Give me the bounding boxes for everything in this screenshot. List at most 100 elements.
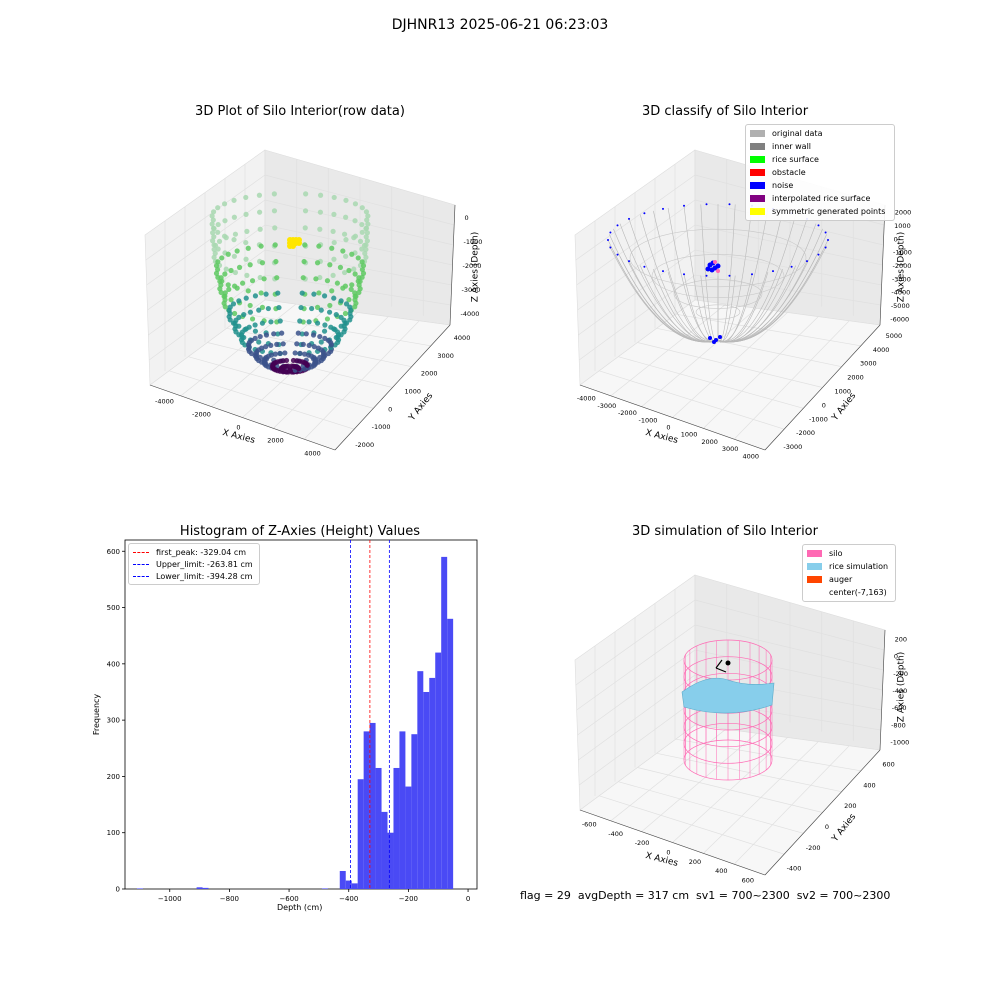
raw-data-point — [292, 350, 298, 356]
raw-data-point — [300, 275, 306, 281]
z-axis-line — [879, 629, 886, 751]
raw-data-point — [236, 264, 243, 270]
grid-line — [147, 224, 266, 311]
raw-data-point — [357, 238, 364, 244]
raw-data-point — [359, 229, 365, 235]
raw-data-point — [256, 192, 263, 198]
y-tick-label: 200 — [107, 773, 120, 781]
histogram-bar — [387, 832, 394, 889]
raw-data-point — [274, 341, 280, 347]
noise-cluster-point — [709, 267, 715, 273]
raw-3d-axes-box — [144, 149, 456, 451]
noise-point — [609, 246, 612, 249]
raw-data-point — [271, 208, 278, 214]
y-tick-label: 1000 — [405, 388, 422, 396]
raw-data-point — [363, 209, 370, 215]
legend-swatch — [807, 576, 822, 583]
y-tick-label: -1000 — [372, 423, 391, 431]
y-tick-label: 4000 — [454, 334, 471, 342]
histogram-legend-item: Lower_limit: -394.28 cm — [133, 570, 253, 582]
x-tick-label: −1000 — [158, 895, 182, 903]
classify-legend-item: rice surface — [746, 153, 894, 166]
legend-label: Lower_limit: -394.28 cm — [156, 571, 253, 581]
raw-data-point — [332, 342, 338, 348]
raw-data-point — [271, 191, 277, 197]
legend-swatch — [807, 563, 822, 570]
raw-data-point — [342, 283, 349, 289]
raw-data-point — [211, 246, 217, 253]
raw-data-point — [359, 205, 365, 211]
raw-data-point — [268, 352, 275, 358]
wireframe-meridian — [717, 210, 783, 342]
raw-data-point — [302, 242, 308, 248]
raw-data-point — [321, 293, 328, 299]
grid-line — [694, 224, 883, 266]
z-tick-label: -3000 — [462, 286, 481, 294]
raw-data-point — [353, 293, 359, 299]
figure-title: DJHNR13 2025-06-21 06:23:03 — [391, 17, 609, 33]
raw-data-point — [283, 357, 290, 364]
noise-point — [817, 253, 820, 256]
histogram-legend-item: first_peak: -329.04 cm — [133, 546, 253, 558]
raw-data-point — [213, 263, 220, 269]
raw-data-point — [324, 278, 331, 284]
raw-data-point — [301, 258, 307, 265]
simulation-zlabel: Z Axies (Depth) — [896, 651, 907, 723]
raw-data-point — [231, 214, 237, 220]
noise-point — [750, 273, 753, 276]
z-tick-label: -800 — [891, 721, 906, 729]
raw-data-point — [352, 218, 358, 224]
raw-data-point — [365, 213, 371, 219]
raw-data-point — [331, 256, 337, 262]
silo-ring — [683, 739, 773, 781]
silo-cylinder — [681, 639, 775, 781]
x-axis-line — [579, 809, 766, 876]
raw-data-point — [321, 328, 328, 334]
noise-point — [728, 274, 731, 277]
y-axis-line — [764, 749, 881, 876]
histogram-bar — [351, 883, 358, 889]
histogram-bar — [417, 671, 424, 889]
raw-data-point — [343, 214, 349, 220]
y-axis-line — [764, 324, 881, 451]
raw-data-point — [243, 211, 249, 217]
y-tick-label: 2000 — [847, 374, 864, 382]
raw-data-point — [327, 302, 333, 309]
noise-cluster-point — [715, 263, 721, 269]
classify-legend-item: symmetric generated points — [746, 205, 894, 218]
noise-point — [607, 239, 609, 241]
raw-data-point — [215, 229, 221, 235]
y-tick-label: 0 — [825, 823, 829, 831]
raw-data-point — [311, 291, 317, 297]
histogram-bar — [435, 652, 442, 889]
histogram-bar — [381, 811, 388, 889]
raw-data-point — [303, 331, 309, 337]
classify-legend-item: inner wall — [746, 140, 894, 153]
grid-line — [577, 649, 696, 736]
y-tick-label: 0 — [822, 401, 826, 409]
raw-data-point — [317, 333, 323, 340]
histogram-bar — [405, 786, 412, 889]
raw-data-point — [272, 225, 278, 231]
legend-line-swatch — [133, 575, 149, 577]
raw-data-point — [211, 234, 217, 240]
histogram-bar — [357, 779, 364, 889]
histogram-bar — [399, 731, 406, 889]
grid-line — [148, 249, 266, 336]
raw-data-point — [331, 194, 337, 201]
raw-plot-title: 3D Plot of Silo Interior(row data) — [195, 104, 405, 119]
wireframe-ring — [651, 254, 785, 298]
raw-data-point — [268, 319, 274, 325]
raw-data-point — [226, 286, 232, 292]
legend-label: auger — [829, 575, 853, 584]
raw-data-point — [271, 331, 277, 337]
raw-data-point — [231, 283, 238, 289]
histogram-chart: −1000 −800 −600 −400 −200 0 0 100 200 300 400 500 60… — [107, 539, 478, 903]
raw-data-point — [230, 301, 237, 307]
y-tick-label: 3000 — [437, 352, 454, 360]
wireframe-meridian — [700, 275, 719, 343]
x-tick-label: 600 — [742, 876, 754, 884]
raw-data-point — [360, 263, 367, 269]
raw-data-point — [247, 302, 253, 309]
raw-data-point — [299, 290, 305, 296]
